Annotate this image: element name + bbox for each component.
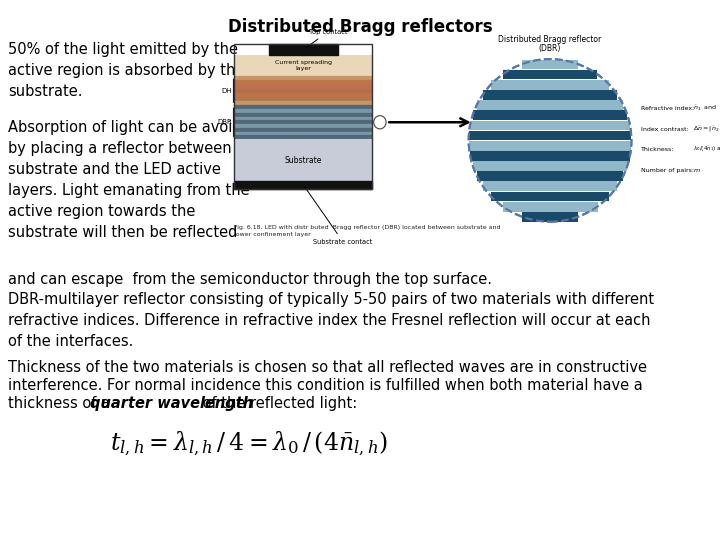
Bar: [235, 113, 372, 117]
Text: DH: DH: [222, 87, 232, 94]
Bar: [477, 100, 624, 110]
Text: Distributed Bragg reflectors: Distributed Bragg reflectors: [228, 18, 492, 36]
Bar: [235, 93, 372, 97]
Bar: [235, 128, 372, 132]
Text: Current spreading
layer: Current spreading layer: [275, 60, 332, 71]
Text: Index contrast:: Index contrast:: [642, 126, 689, 132]
Bar: [235, 89, 372, 93]
Bar: [235, 56, 372, 76]
Text: Absorption of light can be avoided
by placing a reflector between the
substrate : Absorption of light can be avoided by pl…: [8, 120, 261, 240]
Bar: [235, 124, 372, 128]
Text: $\Delta\tilde{n} = |\tilde{n}_2 - \tilde{n}_1|$: $\Delta\tilde{n} = |\tilde{n}_2 - \tilde…: [693, 125, 720, 133]
Bar: [235, 84, 372, 89]
Text: Thickness:: Thickness:: [642, 147, 675, 152]
Bar: [469, 131, 631, 140]
Text: $\tilde{n}_1$  and  $\tilde{n}_2$: $\tilde{n}_1$ and $\tilde{n}_2$: [693, 104, 720, 113]
Text: Distributed Bragg reflector: Distributed Bragg reflector: [498, 35, 602, 44]
Text: thickness of a: thickness of a: [8, 396, 114, 411]
Bar: [470, 151, 630, 161]
Bar: [235, 181, 372, 189]
Bar: [235, 44, 372, 189]
Bar: [269, 44, 338, 56]
Bar: [483, 90, 617, 100]
Bar: [235, 109, 372, 113]
Bar: [235, 76, 372, 80]
Text: (DBR): (DBR): [539, 44, 561, 53]
Text: quarter wavelength: quarter wavelength: [90, 396, 253, 411]
Text: DBR-multilayer reflector consisting of typically 5-50 pairs of two materials wit: DBR-multilayer reflector consisting of t…: [8, 292, 654, 349]
Bar: [473, 161, 627, 171]
Bar: [503, 70, 598, 79]
Bar: [235, 105, 372, 109]
Bar: [491, 80, 609, 90]
Text: Fig. 6.18. LED with distr buted  Bragg reflector (DBR) located between substrate: Fig. 6.18. LED with distr buted Bragg re…: [235, 226, 501, 237]
Text: DBR: DBR: [217, 119, 232, 125]
Bar: [235, 101, 372, 105]
Text: $\lambda_0/(4\tilde{n}_1)$ and $\lambda_0/(4\tilde{n}_2)$: $\lambda_0/(4\tilde{n}_1)$ and $\lambda_…: [693, 145, 720, 154]
Ellipse shape: [469, 59, 631, 221]
Text: $m$: $m$: [693, 167, 701, 174]
Text: of the reflected light:: of the reflected light:: [198, 396, 357, 411]
Bar: [235, 120, 372, 124]
Bar: [235, 97, 372, 101]
Bar: [235, 136, 372, 139]
Text: Thickness of the two materials is chosen so that all reflected waves are in cons: Thickness of the two materials is chosen…: [8, 360, 647, 375]
Text: and can escape  from the semiconductor through the top surface.: and can escape from the semiconductor th…: [8, 272, 492, 287]
Text: Substrate contact: Substrate contact: [305, 187, 372, 245]
Bar: [235, 117, 372, 120]
Bar: [235, 139, 372, 181]
Bar: [469, 141, 631, 151]
Text: Number of pairs:: Number of pairs:: [642, 168, 694, 173]
Bar: [522, 59, 578, 69]
Bar: [503, 202, 598, 212]
Bar: [470, 120, 630, 130]
Text: 50% of the light emitted by the
active region is absorbed by the
substrate.: 50% of the light emitted by the active r…: [8, 42, 244, 99]
Bar: [477, 171, 624, 181]
Text: Top contact: Top contact: [306, 29, 347, 48]
Bar: [235, 132, 372, 136]
Text: Substrate: Substrate: [284, 156, 322, 165]
Text: interference. For normal incidence this condition is fulfilled when both materia: interference. For normal incidence this …: [8, 378, 643, 393]
Bar: [491, 192, 609, 201]
Bar: [235, 80, 372, 84]
Bar: [522, 212, 578, 221]
Text: $t_{l,h} = \lambda_{l,h}\,/\,4 = \lambda_0\,/\,(4\bar{n}_{l,h})$: $t_{l,h} = \lambda_{l,h}\,/\,4 = \lambda…: [110, 430, 388, 458]
Text: Refractive index:: Refractive index:: [642, 106, 695, 111]
Bar: [482, 181, 617, 191]
Bar: [473, 110, 627, 120]
